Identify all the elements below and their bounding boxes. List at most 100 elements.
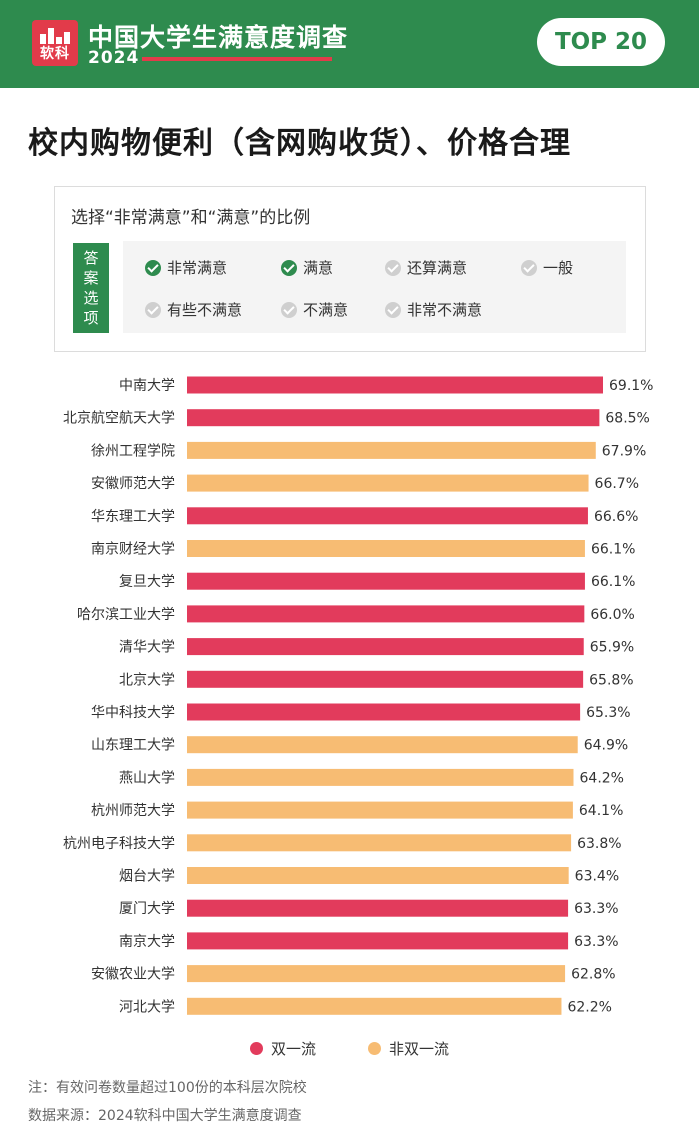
bar <box>187 474 589 492</box>
bar <box>187 834 572 852</box>
category-label: 哈尔滨工业大学 <box>77 607 175 623</box>
check-icon <box>521 260 537 276</box>
value-label: 65.8% <box>589 672 633 688</box>
category-label: 烟台大学 <box>119 869 175 885</box>
brand-year: 2024 <box>88 48 140 68</box>
bar <box>187 801 573 819</box>
logo-text: 软科 <box>40 46 70 62</box>
category-label: 复旦大学 <box>119 573 175 590</box>
check-icon <box>385 260 401 276</box>
tag-char: 选 <box>83 289 99 307</box>
value-label: 65.3% <box>586 705 630 721</box>
category-label: 厦门大学 <box>119 901 175 917</box>
bar <box>187 932 569 950</box>
footnote-source: 数据来源：2024软科中国大学生满意度调查 <box>28 1108 302 1124</box>
value-label: 64.2% <box>580 770 624 786</box>
option-fairly-satisfied: 还算满意 <box>385 257 467 278</box>
category-label: 燕山大学 <box>119 770 175 786</box>
value-label: 66.7% <box>595 476 639 492</box>
option-somewhat-dissatisfied: 有些不满意 <box>145 299 242 320</box>
category-label: 华东理工大学 <box>91 509 175 525</box>
bar <box>187 768 574 786</box>
category-label: 安徽农业大学 <box>91 967 175 983</box>
category-label: 南京大学 <box>119 934 175 950</box>
value-label: 66.0% <box>590 607 634 623</box>
brand-title: 中国大学生满意度调查 <box>88 23 349 52</box>
category-label: 安徽师范大学 <box>91 475 175 492</box>
category-label: 华中科技大学 <box>91 705 175 721</box>
category-label: 河北大学 <box>119 999 175 1015</box>
category-label: 北京航空航天大学 <box>63 411 175 427</box>
option-dissatisfied: 不满意 <box>281 299 348 320</box>
page-title: 校内购物便利（含网购收货）、价格合理 <box>28 126 571 161</box>
category-label: 杭州师范大学 <box>91 802 175 819</box>
legend-label: 非双一流 <box>389 1040 450 1058</box>
category-label: 山东理工大学 <box>91 738 175 754</box>
criteria-box: 选择“非常满意”和“满意”的比例 答 案 选 项 非常满意 满意 还算满意 一般… <box>54 186 646 352</box>
ruanke-logo: 软科 <box>32 20 78 66</box>
check-icon <box>385 302 401 318</box>
value-label: 64.9% <box>584 738 628 754</box>
value-label: 66.1% <box>591 542 635 558</box>
bar <box>187 540 585 557</box>
legend-label: 双一流 <box>271 1040 317 1058</box>
category-label: 南京财经大学 <box>91 542 175 558</box>
check-icon <box>281 302 297 318</box>
legend-item-non-double-first-class: 非双一流 <box>368 1038 449 1059</box>
bar <box>187 441 596 459</box>
bar <box>187 965 566 983</box>
legend-swatch <box>250 1042 263 1055</box>
value-label: 67.9% <box>602 443 646 459</box>
bar-chart-icon <box>40 28 70 44</box>
brand-underline <box>142 57 332 61</box>
footnote-note: 注：有效问卷数量超过100份的本科层次院校 <box>28 1080 307 1096</box>
check-icon <box>145 260 161 276</box>
bar <box>187 376 603 394</box>
bar <box>187 572 585 590</box>
tag-char: 案 <box>83 269 99 287</box>
value-label: 69.1% <box>609 378 653 394</box>
category-label: 杭州电子科技大学 <box>63 836 175 852</box>
top-badge: TOP 20 <box>537 18 665 66</box>
bar <box>187 670 584 688</box>
value-label: 65.9% <box>590 640 634 656</box>
check-icon <box>145 302 161 318</box>
legend-item-double-first-class: 双一流 <box>250 1038 316 1059</box>
header-banner: 软科 中国大学生满意度调查 2024 TOP 20 <box>0 0 699 88</box>
criteria-heading: 选择“非常满意”和“满意”的比例 <box>71 208 311 228</box>
value-label: 63.4% <box>575 869 619 885</box>
category-label: 徐州工程学院 <box>91 443 175 459</box>
bar <box>187 409 600 427</box>
tag-char: 答 <box>83 249 99 267</box>
bar-chart: 中南大学 69.1% 北京航空航天大学 68.5% 徐州工程学院 67.9% 安徽师范大学 6… <box>63 376 653 1015</box>
value-label: 64.1% <box>579 803 623 819</box>
value-label: 66.6% <box>594 509 638 525</box>
bar <box>187 899 569 917</box>
check-icon <box>281 260 297 276</box>
bar <box>187 507 588 525</box>
option-neutral: 一般 <box>521 257 573 278</box>
bar <box>187 867 569 884</box>
value-label: 66.1% <box>591 574 635 590</box>
bar <box>187 736 578 754</box>
answer-options: 非常满意 满意 还算满意 一般 有些不满意 不满意 非常不满意 <box>123 241 626 333</box>
category-label: 清华大学 <box>119 640 175 656</box>
bar <box>187 605 585 623</box>
bar <box>187 638 584 656</box>
value-label: 62.8% <box>571 967 615 983</box>
bar <box>187 703 581 721</box>
value-label: 62.2% <box>567 999 611 1015</box>
value-label: 63.3% <box>574 934 618 950</box>
category-label: 中南大学 <box>119 378 175 394</box>
answer-options-tag: 答 案 选 项 <box>73 243 109 333</box>
tag-char: 项 <box>83 309 99 327</box>
value-label: 63.3% <box>574 901 618 917</box>
option-very-satisfied: 非常满意 <box>145 257 227 278</box>
option-satisfied: 满意 <box>281 257 333 278</box>
legend-swatch <box>368 1042 381 1055</box>
category-label: 北京大学 <box>119 672 175 688</box>
value-label: 63.8% <box>577 836 621 852</box>
option-very-dissatisfied: 非常不满意 <box>385 299 482 320</box>
bar <box>187 997 562 1015</box>
value-label: 68.5% <box>605 411 649 427</box>
